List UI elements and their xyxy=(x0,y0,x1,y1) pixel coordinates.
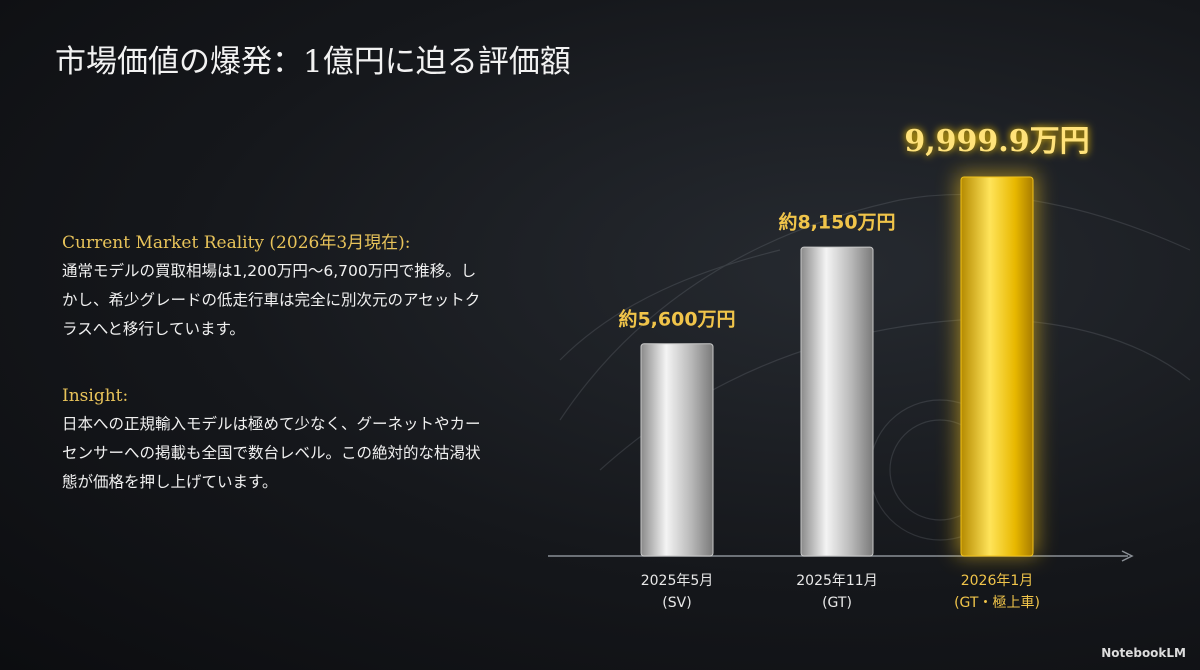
x-tick-label: (SV) xyxy=(662,595,691,611)
axis-arrow xyxy=(1121,550,1134,562)
bar xyxy=(640,343,714,557)
section: Insight: 日本への正規輸入モデルは極めて少なく、グーネットやカーセンサー… xyxy=(62,386,482,497)
section-heading: Current Market Reality (2026年3月現在): xyxy=(62,233,411,253)
x-tick-label: 2025年5月 xyxy=(641,573,714,589)
section-body: 日本への正規輸入モデルは極めて少なく、グーネットやカーセンサーへの掲載も全国で数… xyxy=(62,415,481,491)
value-label: 9,999.9万円 xyxy=(904,124,1089,159)
section: Current Market Reality (2026年3月現在): 通常モデ… xyxy=(62,228,482,344)
x-tick-label: 2026年1月 xyxy=(961,573,1034,589)
bar xyxy=(960,176,1034,557)
x-tick-label: (GT・極上車) xyxy=(954,594,1040,611)
section-heading: Insight: xyxy=(62,386,129,406)
x-tick-label: 2025年11月 xyxy=(796,573,877,589)
section-body: 通常モデルの買取相場は1,200万円〜6,700万円で推移。しかし、希少グレード… xyxy=(62,262,481,338)
value-label: 約5,600万円 xyxy=(618,307,735,330)
value-label: 約8,150万円 xyxy=(778,211,895,234)
bar xyxy=(800,246,874,557)
footer: NotebookLM xyxy=(1101,646,1186,660)
slide-title: 市場価値の爆発：1億円に迫る評価額 xyxy=(55,44,571,80)
value-label-glow: 9,999.9万円 xyxy=(904,124,1089,159)
x-tick-label: (GT) xyxy=(822,595,852,611)
